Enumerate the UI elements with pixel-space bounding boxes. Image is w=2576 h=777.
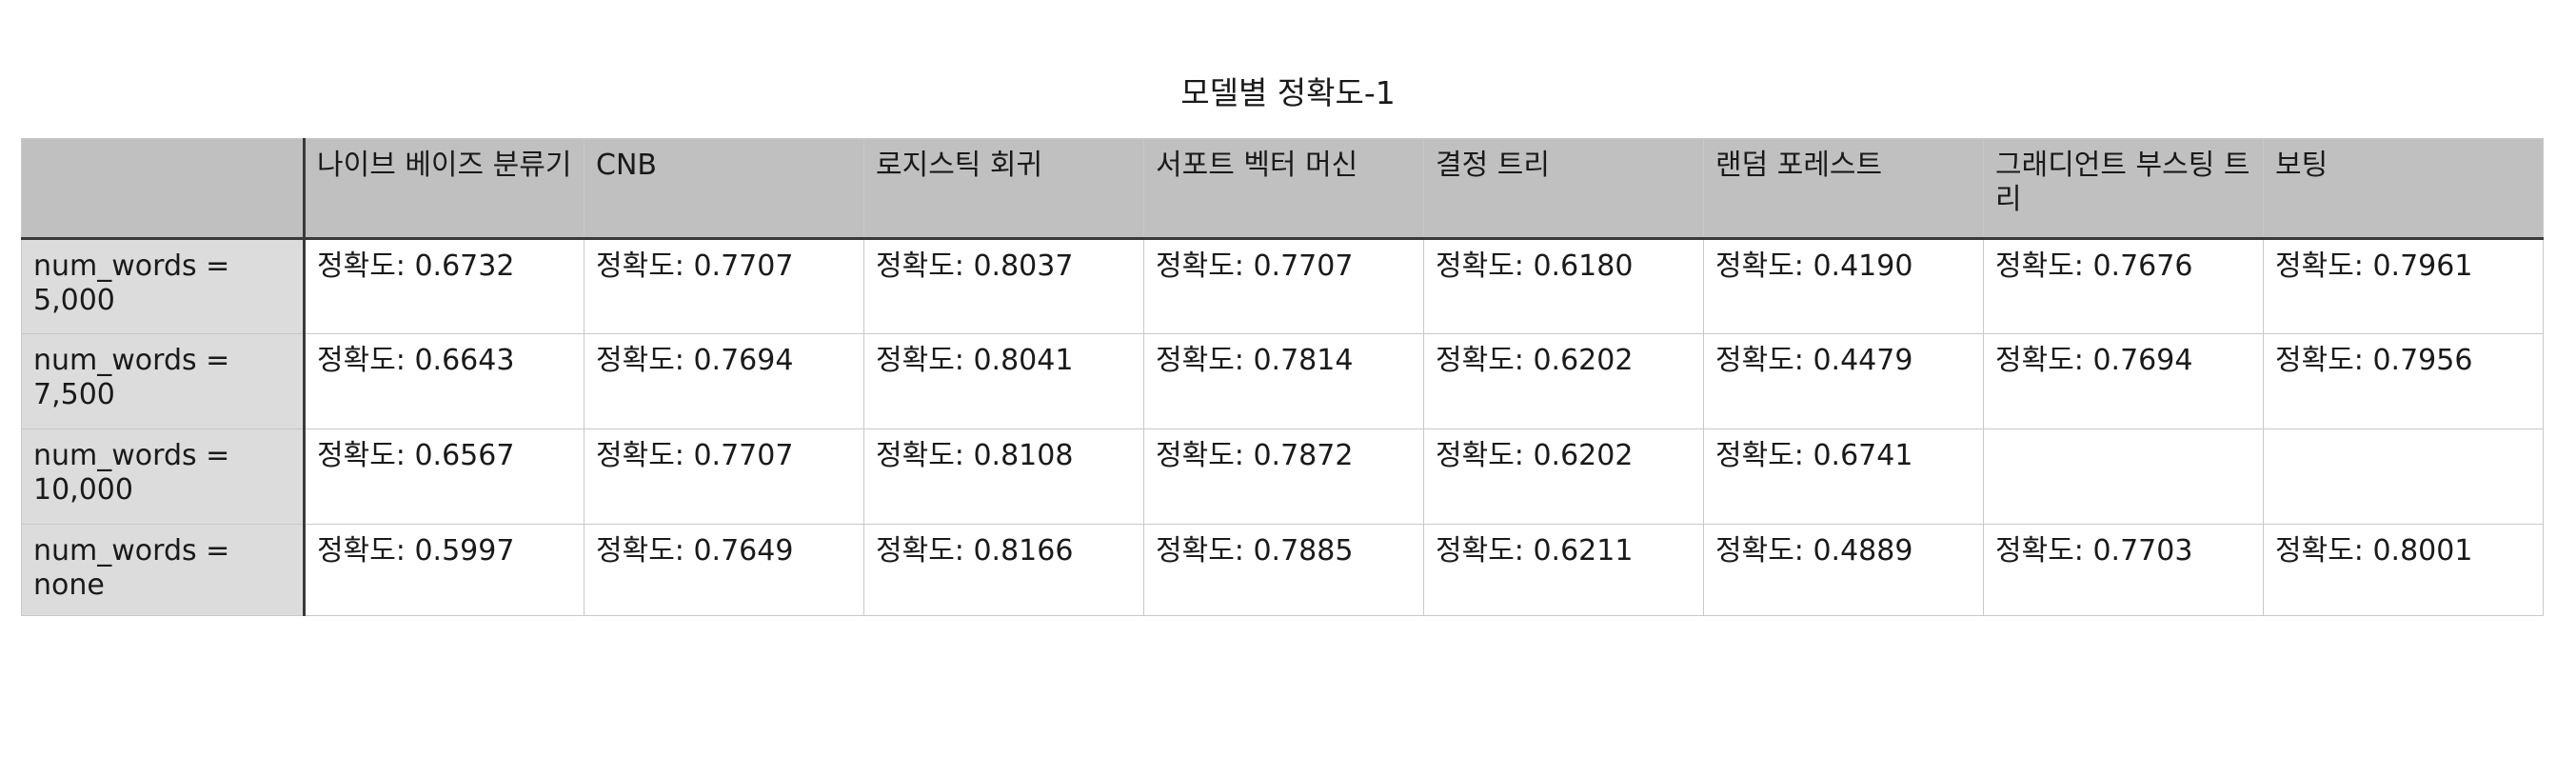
column-header: CNB (584, 138, 864, 240)
table-cell: 정확도: 0.6211 (1423, 524, 1704, 616)
corner-cell (21, 138, 306, 240)
table-cell: 정확도: 0.7707 (584, 428, 864, 525)
table-cell: 정확도: 0.6567 (304, 428, 585, 525)
column-header: 결정 트리 (1423, 138, 1704, 240)
table-cell: 정확도: 0.6741 (1703, 428, 1984, 525)
table-cell (2263, 428, 2544, 525)
table-cell: 정확도: 0.8041 (863, 333, 1144, 429)
header-row: 나이브 베이즈 분류기 CNB 로지스틱 회귀 서포트 벡터 머신 결정 트리 … (21, 138, 2544, 240)
table-cell: 정확도: 0.7703 (1983, 524, 2264, 616)
table-cell: 정확도: 0.6202 (1423, 428, 1704, 525)
column-header: 그래디언트 부스팅 트리 (1983, 138, 2264, 240)
row-header: num_words = none (21, 524, 306, 616)
column-header: 보팅 (2263, 138, 2544, 240)
column-header: 나이브 베이즈 분류기 (304, 138, 585, 240)
table-row: num_words = 10,000 정확도: 0.6567 정확도: 0.77… (21, 428, 2544, 525)
table-cell: 정확도: 0.7707 (1143, 238, 1424, 334)
table-row: num_words = none 정확도: 0.5997 정확도: 0.7649… (21, 524, 2544, 616)
table-cell: 정확도: 0.4479 (1703, 333, 1984, 429)
table-cell: 정확도: 0.6732 (304, 238, 585, 334)
table-cell: 정확도: 0.7676 (1983, 238, 2264, 334)
table-cell: 정확도: 0.6202 (1423, 333, 1704, 429)
table-cell: 정확도: 0.7649 (584, 524, 864, 616)
accuracy-table: 나이브 베이즈 분류기 CNB 로지스틱 회귀 서포트 벡터 머신 결정 트리 … (21, 138, 2544, 616)
table-cell: 정확도: 0.4190 (1703, 238, 1984, 334)
table-title: 모델별 정확도-1 (1180, 74, 1396, 111)
table-cell: 정확도: 0.7872 (1143, 428, 1424, 525)
table-row: num_words = 7,500 정확도: 0.6643 정확도: 0.769… (21, 333, 2544, 429)
table-cell: 정확도: 0.7707 (584, 238, 864, 334)
column-header: 로지스틱 회귀 (863, 138, 1144, 240)
table-cell: 정확도: 0.8037 (863, 238, 1144, 334)
column-header: 서포트 벡터 머신 (1143, 138, 1424, 240)
table-cell: 정확도: 0.6180 (1423, 238, 1704, 334)
table-row: num_words = 5,000 정확도: 0.6732 정확도: 0.770… (21, 238, 2544, 334)
column-header: 랜덤 포레스트 (1703, 138, 1984, 240)
table-cell: 정확도: 0.5997 (304, 524, 585, 616)
row-header: num_words = 7,500 (21, 333, 306, 429)
row-header: num_words = 5,000 (21, 238, 306, 334)
table-cell: 정확도: 0.7694 (1983, 333, 2264, 429)
table-cell: 정확도: 0.6643 (304, 333, 585, 429)
table-cell: 정확도: 0.7814 (1143, 333, 1424, 429)
table-cell: 정확도: 0.4889 (1703, 524, 1984, 616)
table-cell (1983, 428, 2264, 525)
table-cell: 정확도: 0.7885 (1143, 524, 1424, 616)
table-cell: 정확도: 0.8001 (2263, 524, 2544, 616)
table-cell: 정확도: 0.7694 (584, 333, 864, 429)
table-cell: 정확도: 0.8166 (863, 524, 1144, 616)
row-header: num_words = 10,000 (21, 428, 306, 525)
table-cell: 정확도: 0.8108 (863, 428, 1144, 525)
table-cell: 정확도: 0.7956 (2263, 333, 2544, 429)
table-cell: 정확도: 0.7961 (2263, 238, 2544, 334)
